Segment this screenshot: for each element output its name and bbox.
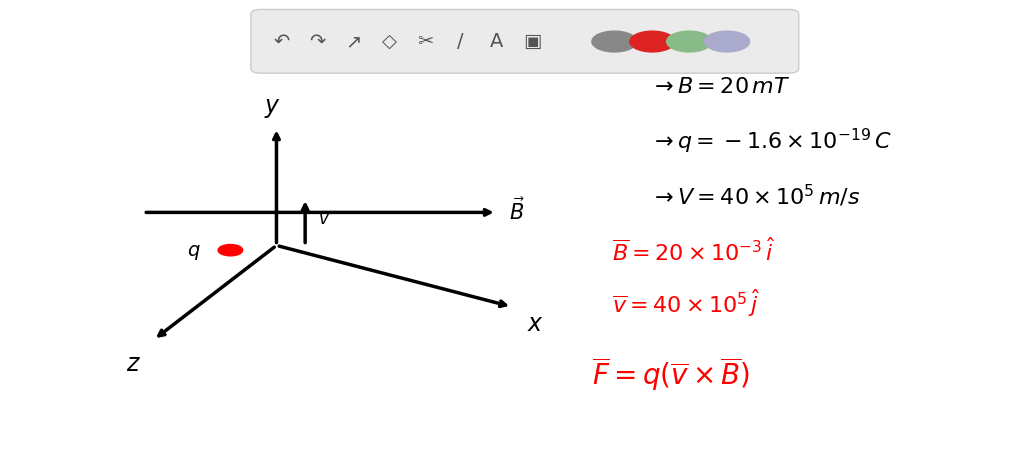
Text: $\rightarrow q = -1.6\times10^{-19}\,C$: $\rightarrow q = -1.6\times10^{-19}\,C$ [650,127,892,156]
FancyBboxPatch shape [251,9,799,73]
Circle shape [218,244,243,256]
Circle shape [592,31,637,52]
Text: ↶: ↶ [273,32,290,51]
Circle shape [667,31,712,52]
Text: z: z [126,352,138,376]
Text: ↗: ↗ [345,32,361,51]
Text: ◇: ◇ [382,32,396,51]
Text: $\rightarrow B = 20\,mT$: $\rightarrow B = 20\,mT$ [650,77,791,97]
Text: ↷: ↷ [309,32,326,51]
Text: x: x [527,312,542,336]
Text: y: y [264,94,279,118]
Text: v: v [318,211,329,228]
Circle shape [705,31,750,52]
Circle shape [630,31,675,52]
Text: $\overline{F} = q(\overline{v}\times\overline{B})$: $\overline{F} = q(\overline{v}\times\ove… [592,355,751,393]
Text: $\overline{B} = 20\times10^{-3}\,\hat{i}$: $\overline{B} = 20\times10^{-3}\,\hat{i}… [612,237,776,265]
Text: ✂: ✂ [417,32,433,51]
Text: $\rightarrow V = 40\times10^5\,m/s$: $\rightarrow V = 40\times10^5\,m/s$ [650,183,860,209]
Text: ▣: ▣ [523,32,542,51]
Text: $\vec{B}$: $\vec{B}$ [509,197,524,224]
Text: $\overline{v} = 40\times10^5\,\hat{j}$: $\overline{v} = 40\times10^5\,\hat{j}$ [612,287,761,319]
Text: A: A [489,32,504,51]
Text: /: / [458,32,464,51]
Text: q: q [187,241,200,260]
